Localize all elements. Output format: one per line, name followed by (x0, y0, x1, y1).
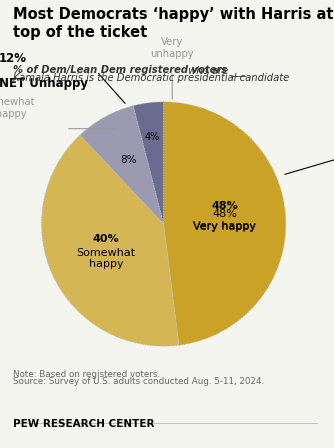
Text: PEW RESEARCH CENTER: PEW RESEARCH CENTER (13, 419, 155, 429)
Text: Somewhat
happy: Somewhat happy (76, 248, 136, 269)
Text: Note: Based on registered voters.: Note: Based on registered voters. (13, 370, 160, 379)
Text: 12%: 12% (0, 52, 27, 65)
Text: Very
unhappy: Very unhappy (150, 38, 194, 59)
Text: Source: Survey of U.S. adults conducted Aug. 5-11, 2024.: Source: Survey of U.S. adults conducted … (13, 377, 265, 386)
Wedge shape (80, 106, 164, 224)
Text: % of Dem/Lean Dem registered voters: % of Dem/Lean Dem registered voters (13, 65, 227, 75)
Text: 40%: 40% (93, 234, 120, 244)
Text: NET Unhappy: NET Unhappy (0, 77, 88, 90)
Text: 4%: 4% (145, 132, 160, 142)
Text: Most Democrats ‘happy’ with Harris at
top of the ticket: Most Democrats ‘happy’ with Harris at to… (13, 7, 334, 40)
Text: who are ___: who are ___ (185, 65, 247, 76)
Text: Somewhat
unhappy: Somewhat unhappy (0, 97, 35, 119)
Text: Kamala Harris is the Democratic presidential candidate: Kamala Harris is the Democratic presiden… (13, 73, 290, 82)
Text: 8%: 8% (120, 155, 137, 165)
Text: 48%
Very happy: 48% Very happy (193, 209, 256, 231)
Wedge shape (164, 102, 286, 345)
Wedge shape (133, 102, 164, 224)
Wedge shape (41, 135, 179, 346)
Text: 48%: 48% (211, 201, 238, 211)
Text: Very happy: Very happy (193, 223, 256, 233)
